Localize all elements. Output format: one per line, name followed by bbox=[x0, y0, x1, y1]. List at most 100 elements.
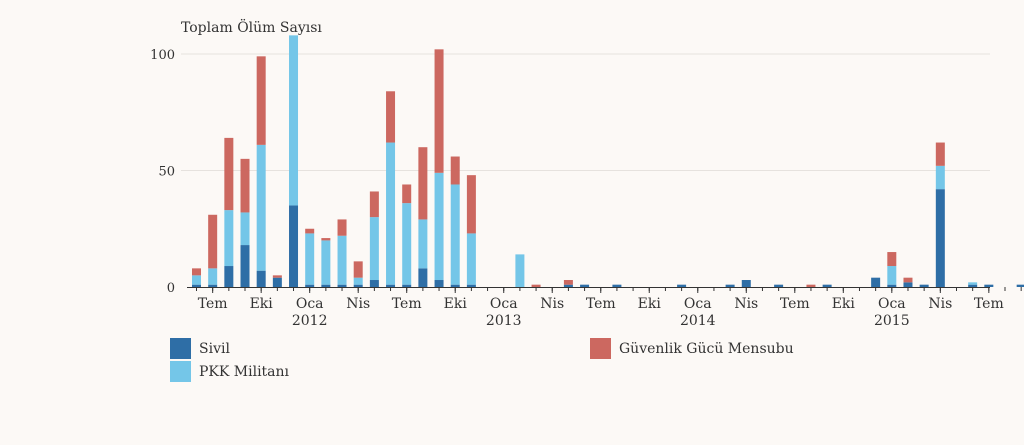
bar-segment-sivil bbox=[208, 284, 218, 287]
x-tick-label: Tem bbox=[392, 296, 422, 312]
bar-segment-pkk bbox=[337, 235, 347, 285]
x-tick-label: Tem bbox=[780, 296, 810, 312]
bar-segment-guvenlik bbox=[305, 228, 315, 234]
bar-segment-pkk bbox=[450, 184, 460, 285]
x-tick-year-label: 2015 bbox=[874, 313, 910, 329]
bar-segment-sivil bbox=[984, 284, 994, 287]
x-tick-label: Tem bbox=[198, 296, 228, 312]
legend-swatch-pkk bbox=[170, 361, 191, 382]
x-tick-label: Eki bbox=[250, 296, 274, 312]
bar-segment-pkk bbox=[240, 212, 250, 246]
legend-swatch-sivil bbox=[170, 338, 191, 359]
bar-segment-sivil bbox=[466, 284, 476, 287]
x-tick-label: Nis bbox=[540, 296, 564, 312]
bar-segment-sivil bbox=[450, 284, 460, 287]
bar-segment-sivil bbox=[563, 284, 573, 287]
x-tick-label: Eki bbox=[444, 296, 468, 312]
bar-segment-pkk bbox=[256, 144, 266, 271]
legend-swatch-guvenlik bbox=[590, 338, 611, 359]
bar-segment-guvenlik bbox=[386, 91, 396, 143]
bar-segment-sivil bbox=[968, 284, 978, 287]
bar-segment-guvenlik bbox=[418, 147, 428, 220]
bar-segment-pkk bbox=[386, 142, 396, 285]
x-tick-label: Tem bbox=[586, 296, 616, 312]
bar-segment-sivil bbox=[774, 284, 784, 287]
bar-segment-guvenlik bbox=[806, 284, 816, 287]
bar-segment-sivil bbox=[741, 280, 751, 287]
bar-segment-guvenlik bbox=[563, 280, 573, 285]
bar-segment-sivil bbox=[677, 284, 687, 287]
bar-segment-pkk bbox=[434, 172, 444, 281]
x-tick-label: Nis bbox=[734, 296, 758, 312]
bar-segment-pkk bbox=[289, 35, 299, 206]
legend-label-guvenlik: Güvenlik Gücü Mensubu bbox=[619, 340, 794, 357]
bar-segment-guvenlik bbox=[337, 219, 347, 236]
bar-segment-guvenlik bbox=[466, 175, 476, 234]
bar-segment-pkk bbox=[418, 219, 428, 269]
bar-segment-sivil bbox=[418, 268, 428, 287]
x-tick-label: Eki bbox=[638, 296, 662, 312]
bar-segment-sivil bbox=[1016, 284, 1024, 287]
bar-segment-guvenlik bbox=[903, 277, 913, 283]
bar-segment-guvenlik bbox=[402, 184, 412, 204]
bar-segment-pkk bbox=[887, 266, 897, 285]
bar-segment-pkk bbox=[208, 268, 218, 285]
bar-segment-sivil bbox=[725, 284, 735, 287]
bar-segment-pkk bbox=[224, 210, 234, 267]
bar-segment-sivil bbox=[272, 277, 282, 287]
bar-segment-sivil bbox=[580, 284, 590, 287]
bar-segment-pkk bbox=[321, 240, 331, 285]
bar-segment-pkk bbox=[353, 277, 363, 285]
bar-segment-pkk bbox=[935, 165, 945, 190]
bar-segment-guvenlik bbox=[256, 56, 266, 145]
bar-segment-sivil bbox=[919, 284, 929, 287]
legend-label-sivil: Sivil bbox=[199, 340, 230, 357]
bar-segment-sivil bbox=[224, 266, 234, 287]
y-axis-title: Toplam Ölüm Sayısı bbox=[181, 18, 322, 36]
bar-segment-sivil bbox=[353, 284, 363, 287]
bar-segment-sivil bbox=[369, 280, 379, 287]
bar-segment-pkk bbox=[968, 282, 978, 285]
bar-segment-guvenlik bbox=[208, 214, 218, 269]
bar-segment-pkk bbox=[369, 217, 379, 281]
y-tick-label: 0 bbox=[167, 281, 175, 296]
legend-item-sivil: Sivil bbox=[170, 338, 230, 359]
bar-segment-sivil bbox=[935, 189, 945, 287]
x-tick-label: Tem bbox=[974, 296, 1004, 312]
legend-item-pkk: PKK Militanı bbox=[170, 361, 289, 382]
bar-segment-pkk bbox=[192, 275, 201, 285]
bar-segment-sivil bbox=[337, 284, 347, 287]
x-tick-label: Nis bbox=[928, 296, 952, 312]
x-tick-label: Oca bbox=[490, 296, 518, 312]
bar-segment-sivil bbox=[240, 245, 250, 287]
x-tick-label: Nis bbox=[346, 296, 370, 312]
bar-segment-guvenlik bbox=[935, 142, 945, 166]
bar-segment-guvenlik bbox=[887, 252, 897, 267]
y-tick-label: 100 bbox=[150, 48, 175, 63]
bar-segment-sivil bbox=[256, 270, 266, 287]
bar-segment-guvenlik bbox=[434, 49, 444, 173]
legend-label-pkk: PKK Militanı bbox=[199, 363, 290, 380]
x-tick-label: Eki bbox=[832, 296, 856, 312]
x-tick-label: Oca bbox=[684, 296, 712, 312]
bar-segment-sivil bbox=[887, 284, 897, 287]
bar-segment-guvenlik bbox=[450, 156, 460, 185]
bar-segment-guvenlik bbox=[531, 284, 541, 287]
x-tick-label: Oca bbox=[878, 296, 906, 312]
bar-segment-guvenlik bbox=[240, 158, 250, 213]
x-tick-year-label: 2013 bbox=[486, 313, 522, 329]
bar-segment-pkk bbox=[515, 254, 525, 287]
bar-segment-guvenlik bbox=[369, 191, 379, 218]
bar-segment-sivil bbox=[305, 284, 315, 287]
bar-segment-guvenlik bbox=[272, 275, 282, 278]
x-tick-year-label: 2012 bbox=[292, 313, 328, 329]
bar-segment-sivil bbox=[386, 284, 396, 287]
bar-segment-sivil bbox=[289, 205, 299, 287]
x-tick-label: Oca bbox=[296, 296, 324, 312]
bar-segment-pkk bbox=[402, 203, 412, 285]
bar-segment-sivil bbox=[612, 284, 622, 287]
bar-segment-guvenlik bbox=[321, 238, 331, 241]
bar-segment-sivil bbox=[402, 284, 412, 287]
